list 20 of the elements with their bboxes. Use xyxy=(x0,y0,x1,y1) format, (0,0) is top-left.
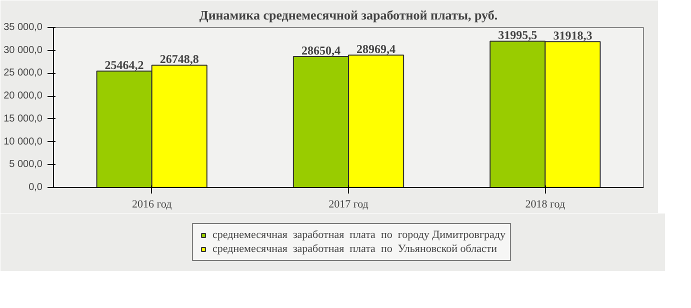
x-tick-label: 2018 год xyxy=(525,198,566,210)
y-tick-label: 25 000,0 xyxy=(4,68,43,79)
legend-label: среднемесячная заработная плата по городу Димитровграду xyxy=(212,229,506,241)
y-tick-label: 15 000,0 xyxy=(4,113,43,124)
y-tick-label: 0,0 xyxy=(28,182,43,193)
y-tick-label: 30 000,0 xyxy=(4,44,43,56)
text: 26748,8 xyxy=(160,52,199,66)
chart-title: Динамика среднемесячной заработной платы, руб. xyxy=(199,8,498,22)
text: 25464,2 xyxy=(104,58,144,72)
text: 28650,4 xyxy=(301,44,340,58)
y-tick-label: 10 000,0 xyxy=(4,136,43,148)
text: 28969,4 xyxy=(356,42,396,56)
x-tick-label: 2017 год xyxy=(328,198,369,210)
y-tick-label: 5 000,0 xyxy=(9,159,43,170)
legend-label: среднемесячная заработная плата по Ульяновской области xyxy=(212,243,498,255)
y-tick-label: 35 000,0 xyxy=(4,22,43,33)
text: 31995,5 xyxy=(498,28,538,42)
x-tick-label: 2016 год xyxy=(132,198,172,210)
y-tick-label: 20 000,0 xyxy=(4,90,43,102)
text: 31918,3 xyxy=(553,28,592,43)
